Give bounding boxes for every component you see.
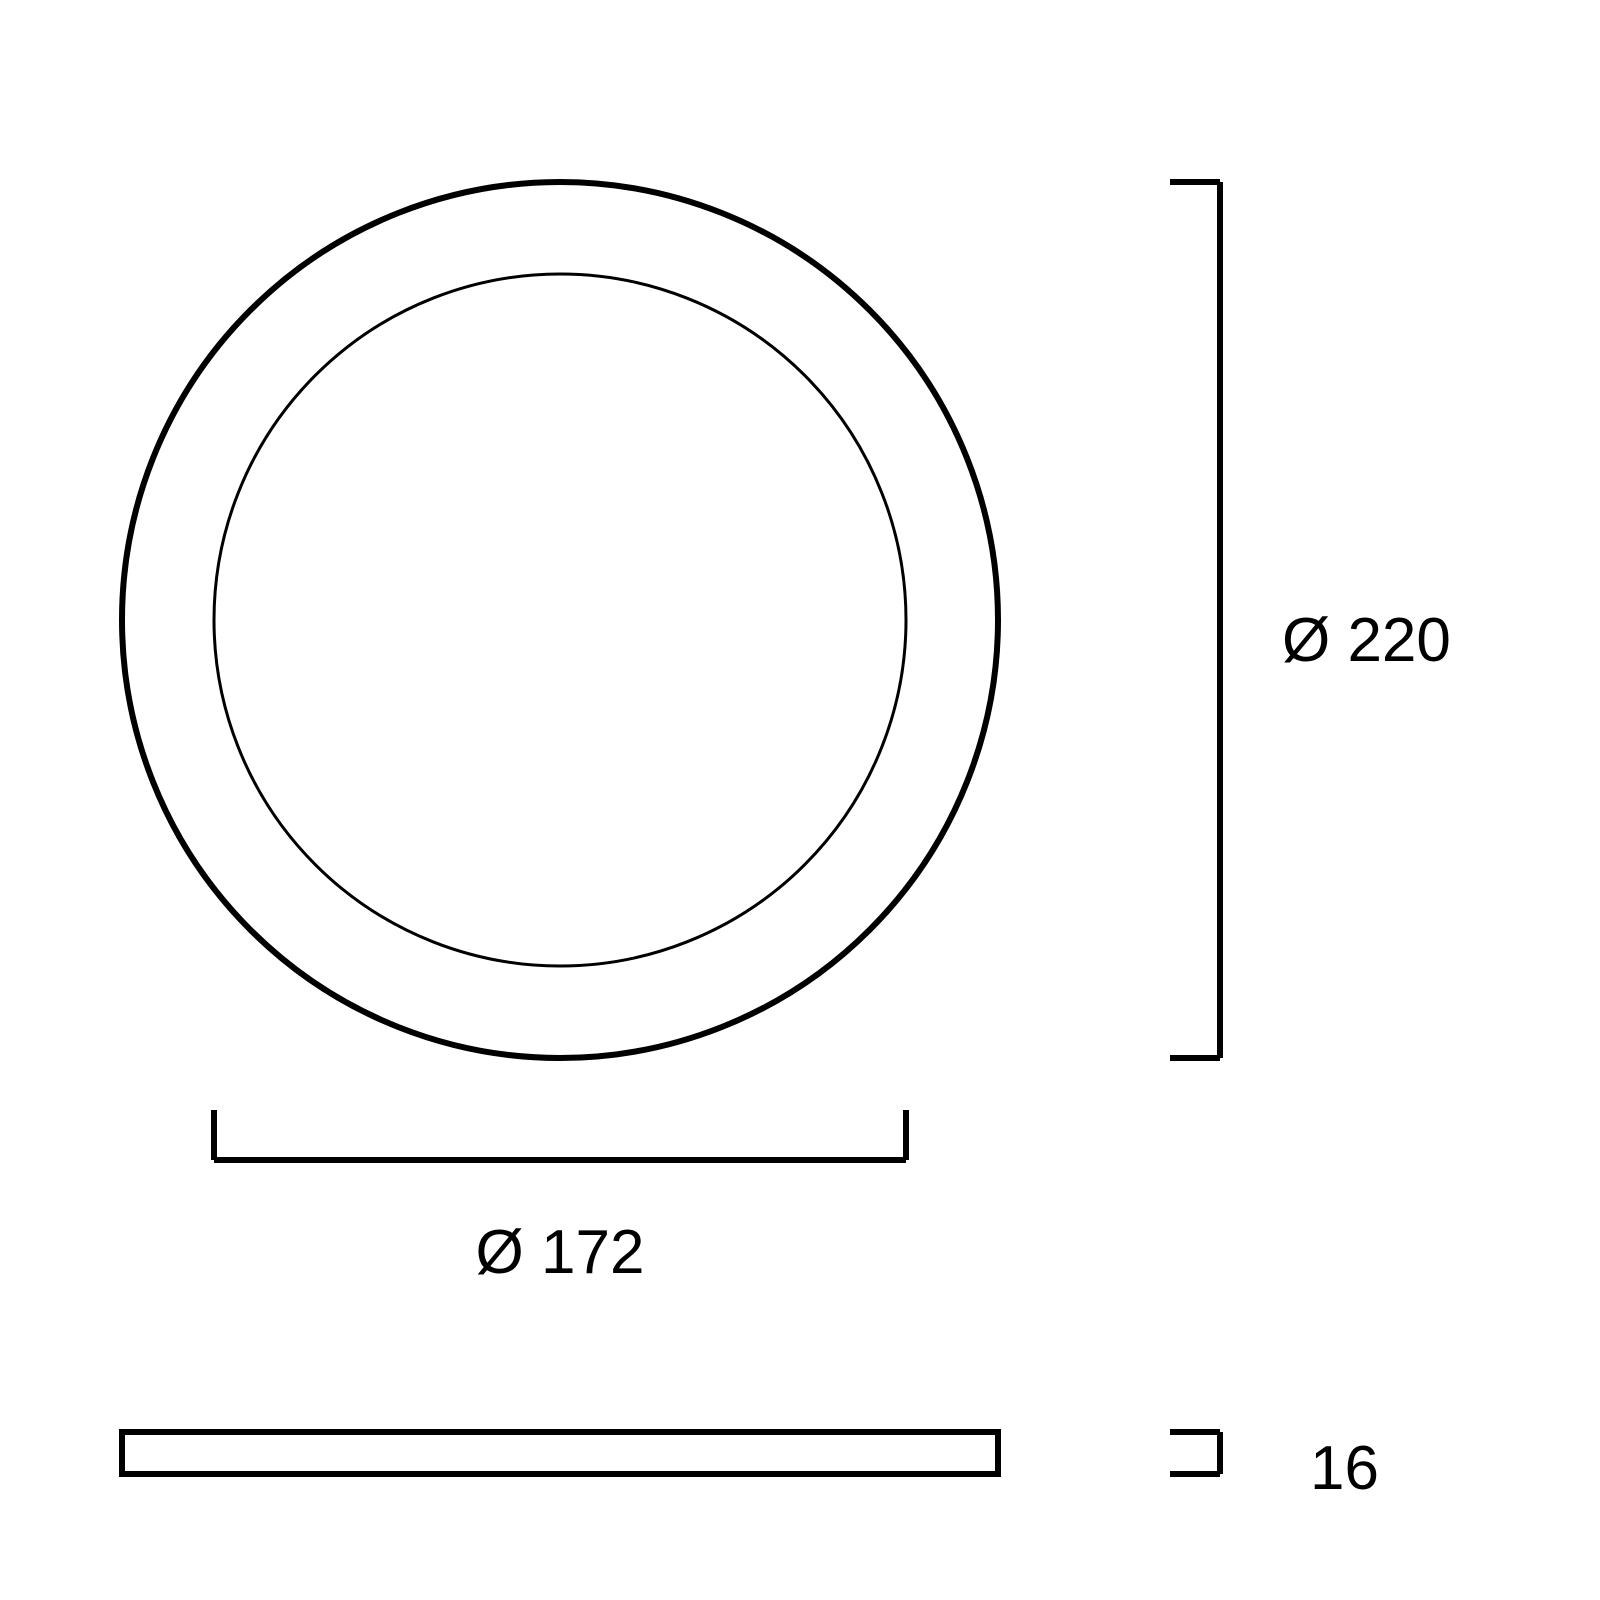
label-inner-diameter: Ø 172 (476, 1217, 645, 1288)
inner-circle (214, 274, 906, 966)
outer-circle (122, 182, 998, 1058)
dimension-inner-diameter (214, 1110, 906, 1160)
label-thickness: 16 (1310, 1433, 1379, 1504)
label-outer-diameter: Ø 220 (1282, 605, 1451, 676)
technical-drawing (0, 0, 1600, 1600)
dimension-thickness (1170, 1432, 1220, 1474)
ring-top-view (122, 182, 998, 1058)
side-view-rect (122, 1432, 998, 1474)
dimension-outer-diameter (1170, 182, 1220, 1058)
